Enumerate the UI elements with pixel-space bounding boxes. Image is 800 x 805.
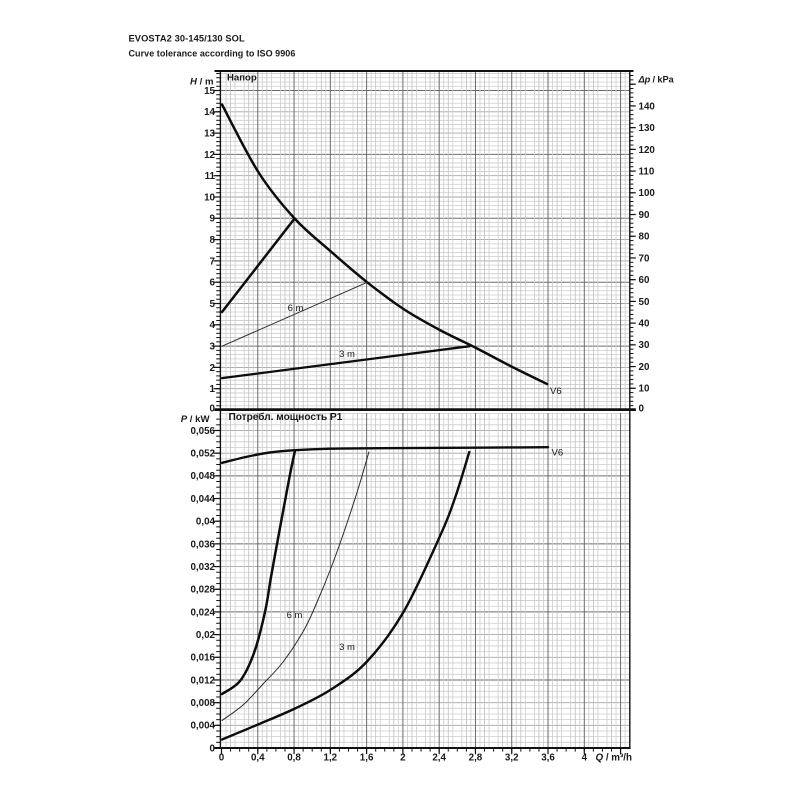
svg-text:P / kW: P / kW (181, 414, 211, 425)
svg-text:50: 50 (639, 297, 650, 308)
svg-text:0,012: 0,012 (190, 675, 215, 686)
svg-text:2: 2 (400, 753, 406, 764)
svg-text:90: 90 (639, 210, 650, 221)
svg-text:0,8: 0,8 (287, 753, 301, 764)
svg-text:2,4: 2,4 (432, 753, 446, 764)
svg-text:0: 0 (639, 403, 645, 414)
svg-text:0,056: 0,056 (190, 426, 215, 437)
svg-text:0,04: 0,04 (196, 517, 216, 528)
svg-text:3,6: 3,6 (541, 753, 555, 764)
svg-text:0: 0 (210, 743, 216, 754)
svg-text:0,016: 0,016 (190, 653, 215, 664)
svg-text:0,044: 0,044 (190, 494, 215, 505)
svg-text:13: 13 (204, 129, 215, 140)
svg-text:5: 5 (210, 299, 216, 310)
svg-text:14: 14 (204, 107, 215, 118)
svg-text:6: 6 (210, 278, 216, 289)
svg-text:Потребл. мощность P1: Потребл. мощность P1 (229, 411, 343, 423)
svg-text:0,052: 0,052 (190, 449, 215, 460)
svg-text:20: 20 (639, 362, 650, 373)
svg-text:0,032: 0,032 (190, 562, 215, 573)
svg-text:6 m: 6 m (288, 303, 304, 314)
svg-text:100: 100 (639, 188, 656, 199)
svg-text:1,6: 1,6 (360, 753, 374, 764)
svg-text:80: 80 (639, 232, 650, 243)
svg-text:4: 4 (582, 753, 588, 764)
svg-text:Напор: Напор (227, 72, 257, 83)
svg-text:140: 140 (639, 101, 656, 112)
svg-text:Δp / kPa: Δp / kPa (638, 75, 675, 85)
svg-text:1,2: 1,2 (324, 753, 338, 764)
svg-text:1: 1 (210, 384, 216, 395)
svg-text:30: 30 (639, 340, 650, 351)
svg-text:V6: V6 (550, 386, 562, 397)
svg-text:3 m: 3 m (339, 349, 355, 360)
svg-text:V6: V6 (552, 448, 564, 459)
svg-text:2: 2 (210, 363, 216, 374)
svg-text:130: 130 (639, 123, 656, 134)
svg-text:0,048: 0,048 (190, 471, 215, 482)
svg-text:0,008: 0,008 (190, 698, 215, 709)
svg-text:Curve tolerance according to I: Curve tolerance according to ISO 9906 (129, 48, 296, 58)
svg-text:0,028: 0,028 (190, 585, 215, 596)
svg-text:Q / m³/h: Q / m³/h (596, 753, 632, 764)
svg-text:3: 3 (210, 342, 216, 353)
svg-text:0,02: 0,02 (196, 630, 216, 641)
svg-text:H / m: H / m (190, 77, 213, 88)
svg-text:10: 10 (204, 192, 215, 203)
svg-text:3,2: 3,2 (505, 753, 519, 764)
svg-text:8: 8 (210, 235, 216, 246)
svg-text:0,4: 0,4 (251, 753, 265, 764)
svg-text:EVOSTA2 30-145/130 SOL: EVOSTA2 30-145/130 SOL (129, 34, 245, 44)
svg-text:7: 7 (210, 256, 216, 267)
svg-text:2,8: 2,8 (469, 753, 483, 764)
svg-text:9: 9 (210, 214, 216, 225)
svg-text:40: 40 (639, 319, 650, 330)
svg-text:11: 11 (205, 171, 216, 182)
svg-text:4: 4 (210, 320, 216, 331)
svg-text:12: 12 (204, 150, 215, 161)
svg-text:70: 70 (639, 253, 650, 264)
svg-text:0: 0 (210, 404, 216, 415)
svg-text:3 m: 3 m (339, 642, 355, 653)
svg-text:0,024: 0,024 (190, 607, 215, 618)
svg-text:120: 120 (639, 145, 656, 156)
svg-text:110: 110 (639, 166, 655, 177)
svg-text:0,004: 0,004 (190, 721, 215, 732)
svg-text:0,036: 0,036 (190, 539, 215, 550)
svg-text:10: 10 (639, 384, 650, 395)
svg-text:0: 0 (219, 753, 225, 764)
svg-text:60: 60 (639, 275, 650, 286)
svg-text:6 m: 6 m (287, 610, 303, 621)
svg-text:15: 15 (204, 86, 215, 97)
